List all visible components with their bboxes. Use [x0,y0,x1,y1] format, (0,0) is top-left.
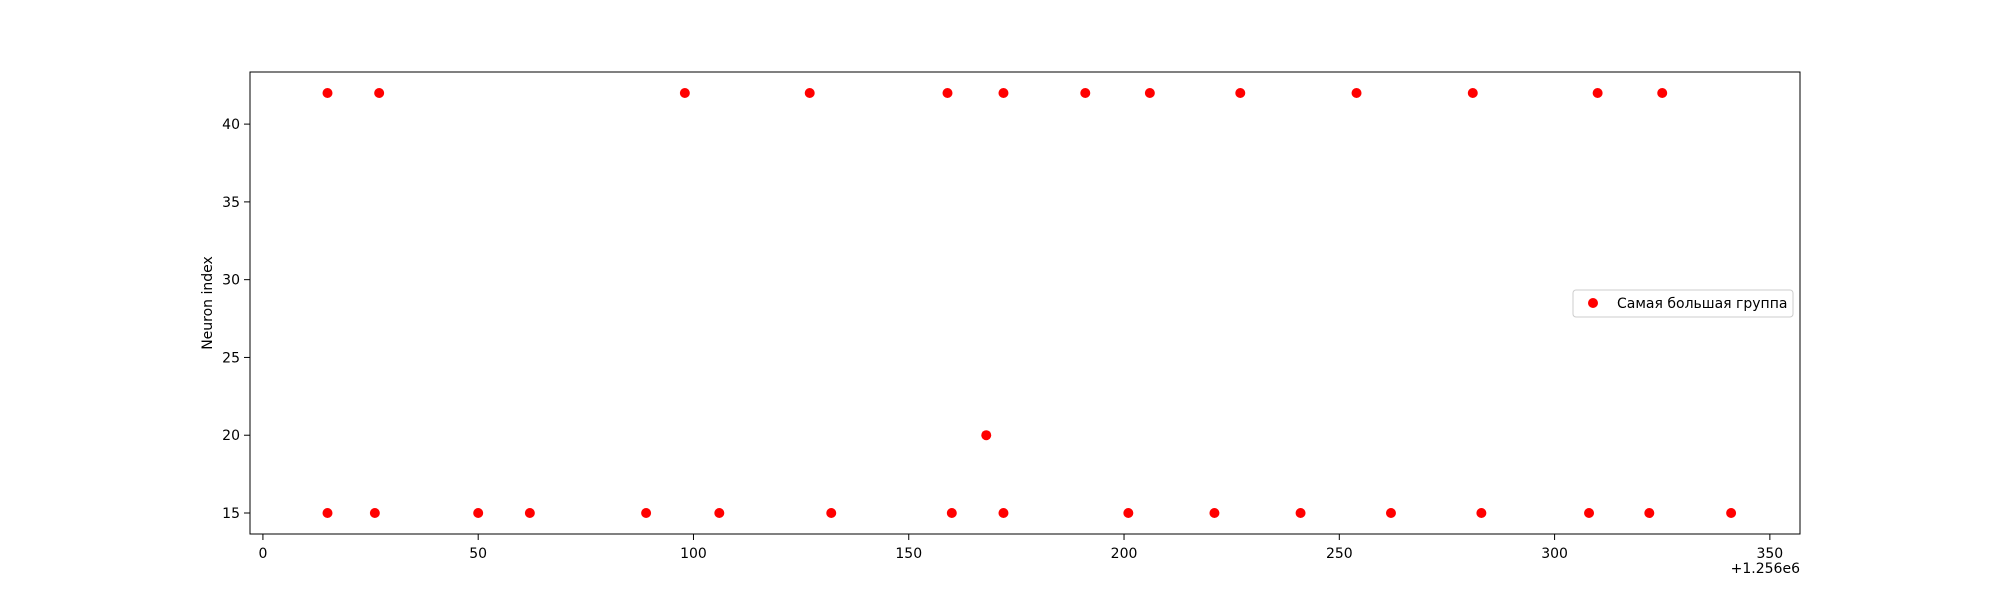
data-point [1476,508,1487,518]
data-point [1726,508,1737,518]
data-point [473,508,484,518]
data-point [1584,508,1595,518]
legend-box [1572,289,1794,318]
y-tick-label: 20 [222,428,240,444]
data-point [1295,508,1306,518]
data-point [1235,88,1246,98]
data-point [1123,508,1134,518]
data-point [1657,88,1668,98]
x-tick-label: 150 [895,546,922,562]
data-point [942,88,953,98]
data-point [322,88,333,98]
x-tick-label: 350 [1756,546,1783,562]
data-point [1644,508,1655,518]
y-axis-ticks: 15 20 25 30 35 40 [222,117,250,522]
x-tick-label: 50 [469,546,487,562]
x-tick-label: 100 [680,546,707,562]
legend-marker [1588,298,1598,308]
data-point [1385,508,1396,518]
x-tick-label: 200 [1111,546,1138,562]
data-point [679,88,690,98]
y-axis-label: Neuron index [200,256,216,350]
data-point [1209,508,1220,518]
data-points [322,88,1737,518]
x-tick-label: 0 [258,546,267,562]
y-tick-label: 35 [222,195,240,211]
data-point [1351,88,1362,98]
data-point [374,88,385,98]
y-tick-label: 40 [222,117,240,133]
data-point [369,508,380,518]
data-point [804,88,815,98]
x-offset-label: +1.256e6 [1731,561,1800,577]
legend-label: Самая большая группа [1617,296,1787,312]
data-point [524,508,535,518]
plot-area-frame [249,71,1801,535]
y-tick-label: 30 [222,273,240,289]
data-point [981,430,992,441]
data-point [1144,88,1155,98]
data-point [826,508,837,518]
data-point [1467,88,1478,98]
data-point [998,508,1009,518]
y-tick-label: 15 [222,506,240,522]
data-point [714,508,725,518]
data-point [1080,88,1091,98]
legend: Самая большая группа [1572,289,1794,318]
data-point [641,508,652,518]
data-point [1592,88,1603,98]
x-tick-label: 300 [1541,546,1568,562]
x-axis-ticks: 0 50 100 150 200 250 300 350 [258,534,1783,562]
data-point [946,508,957,518]
axes [249,71,1801,535]
y-tick-label: 25 [222,350,240,366]
data-point [322,508,333,518]
x-tick-label: 250 [1326,546,1353,562]
data-point [998,88,1009,98]
